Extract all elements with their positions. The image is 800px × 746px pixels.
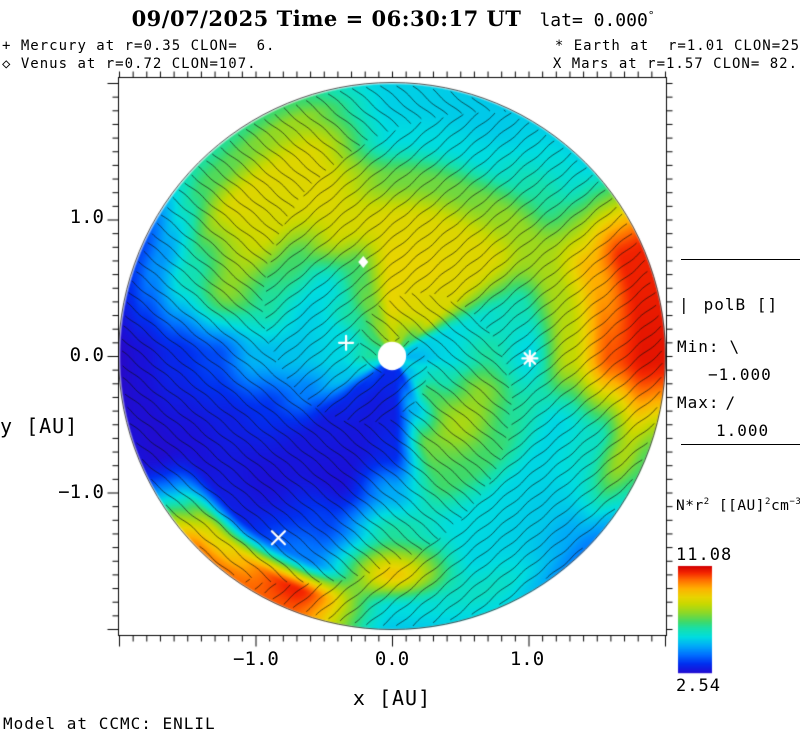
- x-tick-0: 0.0: [374, 648, 410, 670]
- earth-asterisk-icon: *: [554, 38, 565, 54]
- polb-top-rule: [681, 259, 800, 260]
- polb-bar-icon: |: [679, 295, 690, 314]
- polb-min-value: −1.000: [708, 365, 772, 384]
- x-tick-neg1: −1.0: [233, 648, 279, 670]
- x-axis-label: x [AU]: [352, 686, 432, 710]
- legend-mars: X Mars at r=1.57 CLON= 82.: [552, 56, 798, 72]
- degree-symbol: °: [647, 9, 655, 22]
- page-title: 09/07/2025 Time = 06:30:17 UT lat= 0.000°: [0, 6, 786, 31]
- y-tick-neg1: −1.0: [58, 481, 104, 503]
- y-tick-1: 1.0: [69, 206, 104, 228]
- polb-title: | polB []: [679, 295, 779, 314]
- model-credit: Model at CCMC: ENLIL: [3, 714, 216, 733]
- venus-diamond-icon: ◇: [2, 56, 12, 72]
- y-axis-label: y [AU]: [0, 414, 79, 438]
- colorbar-min-value: 2.54: [676, 676, 721, 696]
- y-tick-0: 0.0: [69, 344, 104, 366]
- polb-min-line: Min: \: [677, 337, 741, 356]
- title-datetime: 09/07/2025 Time = 06:30:17 UT: [131, 6, 522, 31]
- mercury-plus-icon: +: [2, 38, 12, 54]
- title-latitude: lat= 0.000°: [539, 9, 655, 31]
- polb-max-value: 1.000: [716, 421, 770, 440]
- polb-bottom-rule: [681, 444, 800, 445]
- legend-earth: * Earth at r=1.01 CLON=25: [554, 38, 800, 54]
- mars-x-icon: X: [552, 56, 563, 72]
- legend-mercury: + Mercury at r=0.35 CLON= 6.: [2, 38, 276, 54]
- backslash-hatch-icon: \: [729, 337, 741, 356]
- x-tick-1: 1.0: [509, 648, 545, 670]
- legend-venus: ◇ Venus at r=0.72 CLON=107.: [2, 56, 257, 72]
- polb-max-line: Max: /: [677, 393, 737, 412]
- slash-hatch-icon: /: [725, 393, 737, 412]
- colorbar-title: N*r2 [[AU]2cm−3: [676, 497, 800, 514]
- colorbar-max-value: 11.08: [676, 545, 733, 565]
